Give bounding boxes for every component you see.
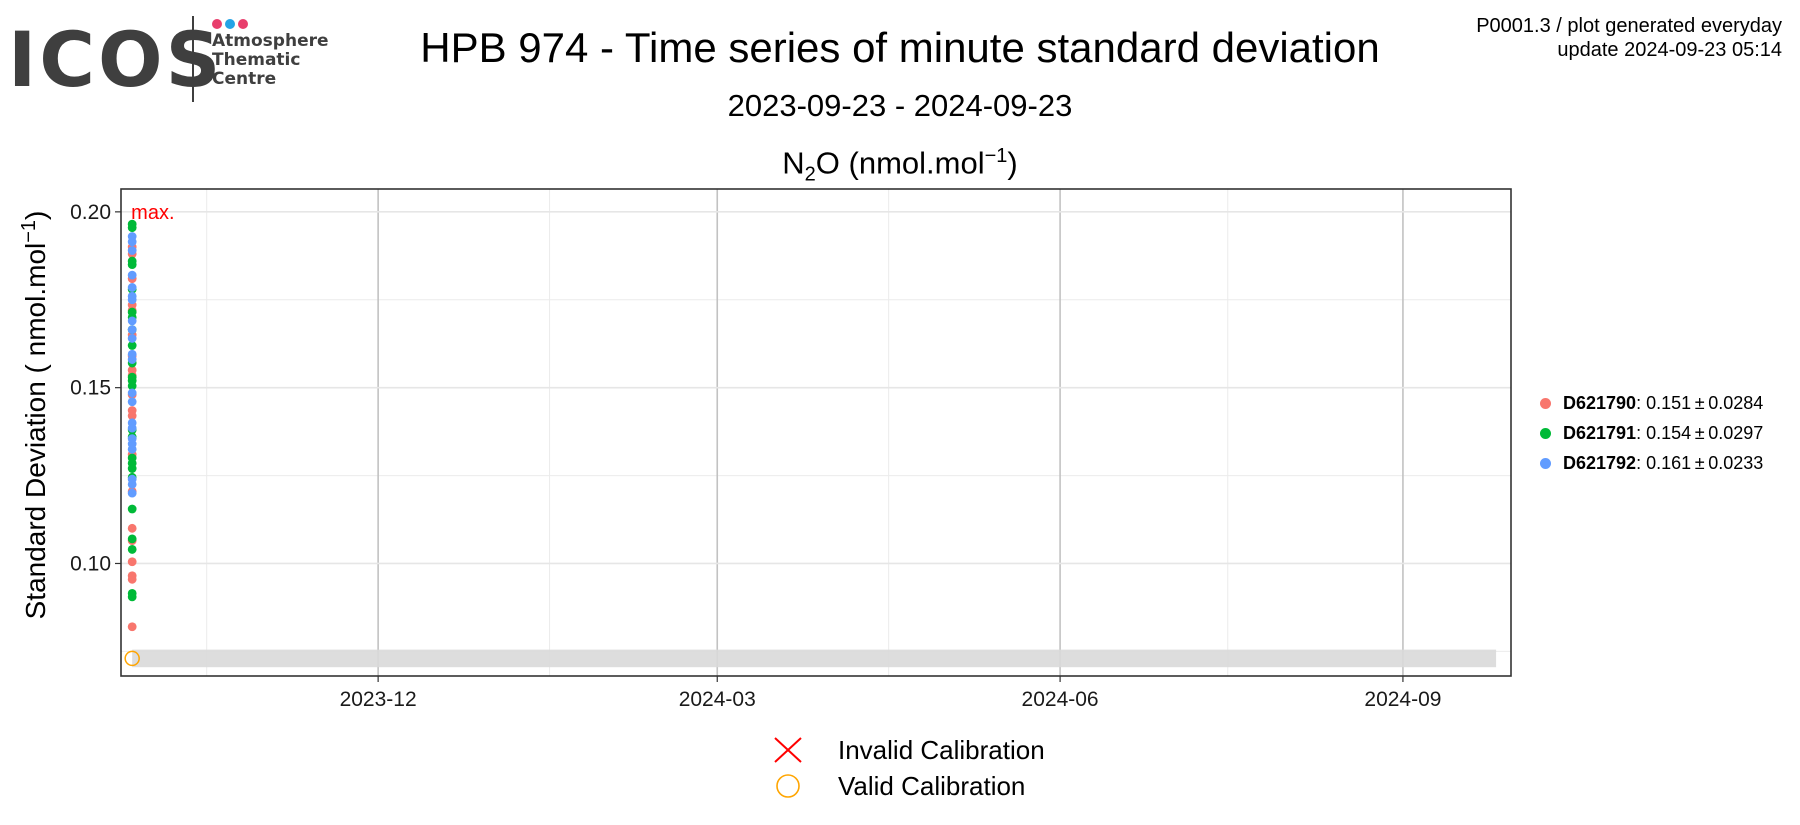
data-point-D621791-2 <box>127 545 137 554</box>
data-point-D621791-18 <box>127 307 137 317</box>
panel-unit: (nmol.mol <box>839 145 985 181</box>
data-point-D621790-2 <box>127 571 137 581</box>
data-point-D621790-0 <box>127 622 137 632</box>
y-tick-label-0: 0.10 <box>70 552 111 575</box>
calibration-legend-valid: Valid Calibration <box>768 768 1045 804</box>
data-point-D621792-21 <box>127 232 137 241</box>
calibration-legend-label: Invalid Calibration <box>838 734 1045 765</box>
data-point-D621791-1 <box>127 588 137 598</box>
chart-title: HPB 974 - Time series of minute standard… <box>420 24 1380 71</box>
panel-species: N <box>782 145 805 181</box>
data-point-D621792-19 <box>127 246 137 255</box>
logo-dot-2 <box>238 19 248 29</box>
x-tick-label-1: 2024-03 <box>679 688 756 711</box>
panel-species-tail: O <box>815 145 840 181</box>
plot-background <box>121 189 1511 676</box>
data-point-D621792-12 <box>127 334 137 343</box>
data-point-D621792-2 <box>127 474 137 484</box>
legend-series-stats: : 0.154 ± 0.0297 <box>1636 422 1764 443</box>
calibration-legend-invalid: Invalid Calibration <box>768 732 1045 768</box>
reference-band <box>132 649 1497 668</box>
meta-generated: P0001.3 / plot generated everyday <box>1476 15 1782 37</box>
calibration-legend-label: Valid Calibration <box>838 770 1026 801</box>
y-tick-label-2: 0.20 <box>70 201 111 224</box>
data-point-D621791-4 <box>127 504 137 514</box>
y-tick-label-1: 0.15 <box>70 377 111 400</box>
data-point-D621792-7 <box>127 418 137 428</box>
data-point-D621791-3 <box>127 534 137 544</box>
legend-series-stats: : 0.151 ± 0.0284 <box>1636 392 1764 413</box>
logo-line-1: Atmosphere <box>212 31 329 51</box>
legend-item-D621791: D621791: 0.154 ± 0.0297 <box>1540 418 1763 448</box>
logo-line-3: Centre <box>212 69 277 89</box>
data-point-D621791-13 <box>127 372 137 382</box>
data-point-D621791-8 <box>127 453 137 463</box>
data-point-D621792-11 <box>127 349 137 359</box>
data-point-D621791-21 <box>127 256 137 266</box>
legend-series-stats: : 0.161 ± 0.0233 <box>1636 452 1764 473</box>
panel-unit-sup: −1 <box>984 145 1008 167</box>
logo-line-2: Thematic <box>212 50 301 70</box>
logo-dot-1 <box>225 19 235 29</box>
legend-series-name: D621790 <box>1563 392 1637 413</box>
logo-divider <box>192 16 194 102</box>
cross-icon <box>774 737 802 763</box>
panel-species-sub: 2 <box>804 163 816 186</box>
legend-series-name: D621791 <box>1563 422 1637 443</box>
meta-update: update 2024-09-23 05:14 <box>1557 39 1782 61</box>
data-point-D621792-9 <box>127 388 137 398</box>
data-point-D621791-15 <box>127 341 137 350</box>
plot-metadata: P0001.3 / plot generated everyday update… <box>1476 14 1782 62</box>
max-annotation: max. <box>131 202 174 224</box>
data-point-D621790-12 <box>127 365 137 375</box>
circle-icon <box>776 774 800 798</box>
logo-dot-0 <box>212 19 222 29</box>
legend-dot-icon <box>1540 457 1551 469</box>
plot-border <box>120 188 1512 677</box>
data-point-D621792-17 <box>127 283 137 292</box>
calibration-legend: Invalid Calibration Valid Calibration <box>768 732 1045 804</box>
panel-unit-tail: ) <box>1007 145 1018 181</box>
legend-item-D621792: D621792: 0.161 ± 0.0233 <box>1540 448 1763 478</box>
data-point-D621792-18 <box>127 270 137 280</box>
x-tick-label-0: 2023-12 <box>340 688 417 711</box>
data-point-D621792-8 <box>127 397 137 407</box>
legend-item-D621790: D621790: 0.151 ± 0.0284 <box>1540 388 1763 418</box>
legend-dot-icon <box>1540 397 1551 409</box>
data-point-D621792-0 <box>127 488 137 498</box>
data-point-D621790-3 <box>127 557 137 567</box>
calibration-valid-marker-0 <box>124 650 140 667</box>
icos-logo: ICOS Atmosphere Thematic Centre <box>8 12 329 108</box>
chart-subtitle: 2023-09-23 - 2024-09-23 <box>727 88 1073 123</box>
series-legend: D621790: 0.151 ± 0.0284 D621791: 0.154 ± … <box>1540 388 1763 478</box>
logo-dots-icon <box>212 16 251 29</box>
data-point-D621792-14 <box>127 316 137 326</box>
legend-series-name: D621792 <box>1563 452 1637 473</box>
data-point-D621790-9 <box>127 406 137 415</box>
data-point-D621792-13 <box>127 325 137 335</box>
logo-text: Atmosphere Thematic Centre <box>212 32 329 89</box>
legend-dot-icon <box>1540 427 1551 439</box>
x-tick-label-2: 2024-06 <box>1022 688 1099 711</box>
panel-title: N2O (nmol.mol−1) <box>0 136 1800 195</box>
logo-wordmark: ICOS <box>8 15 224 104</box>
data-point-D621790-5 <box>127 523 137 533</box>
data-point-D621792-5 <box>127 434 137 444</box>
data-point-D621791-23 <box>127 219 137 229</box>
data-point-D621792-16 <box>127 291 137 301</box>
x-tick-label-3: 2024-09 <box>1364 688 1441 711</box>
